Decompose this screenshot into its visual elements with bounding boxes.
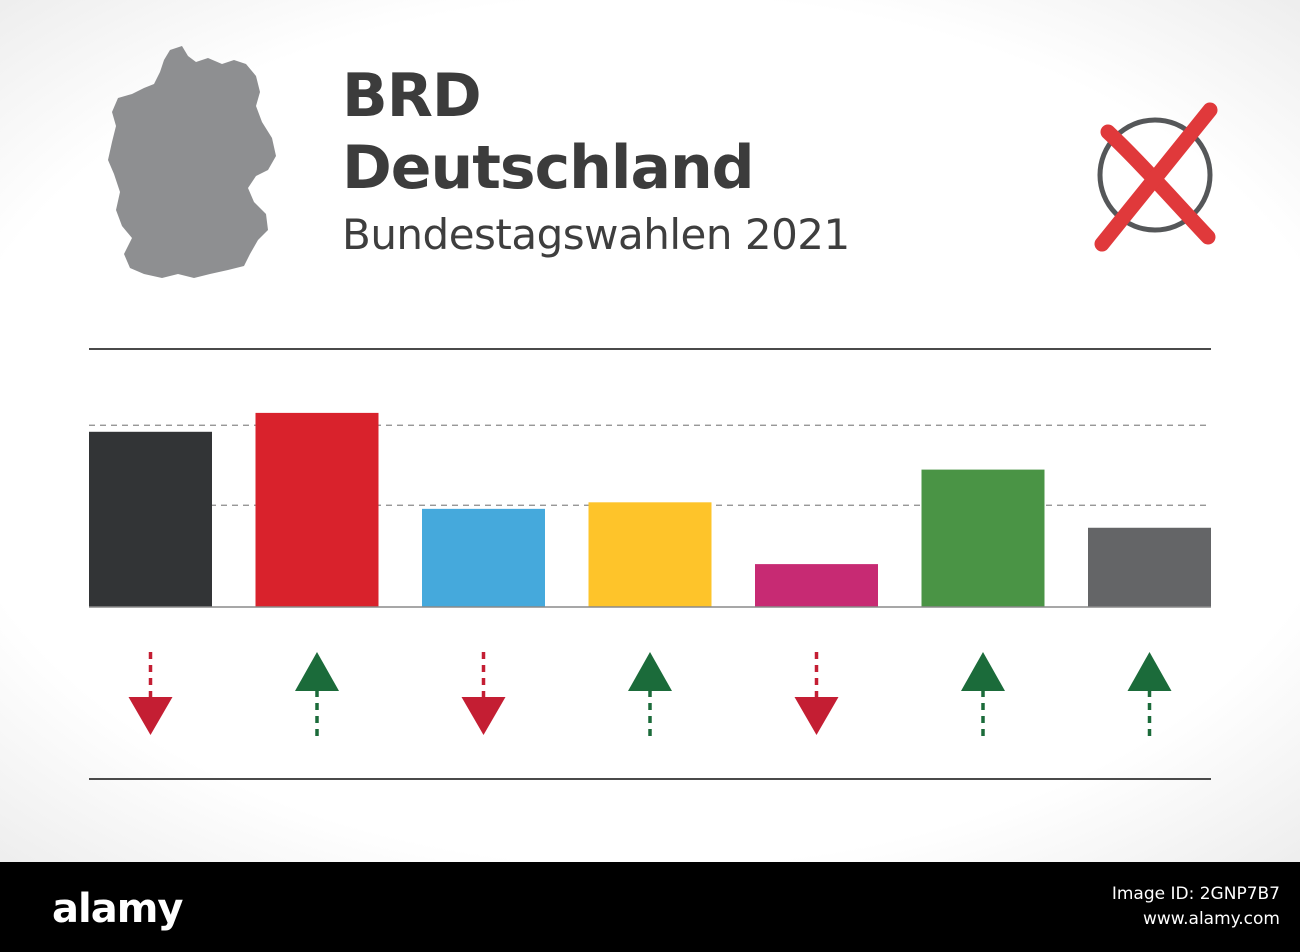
title-line-1: BRD bbox=[342, 61, 482, 131]
bar-6 bbox=[921, 469, 1045, 607]
title-block: BRD Deutschland Bundestagswahlen 2021 bbox=[342, 60, 850, 266]
footer-brand: alamy bbox=[52, 886, 183, 932]
trend-arrow-up-6 bbox=[961, 652, 1005, 691]
infographic: BRD Deutschland Bundestagswahlen 2021 bbox=[0, 0, 1300, 862]
trend-arrow-down-1 bbox=[128, 697, 173, 735]
trend-arrow-up-7 bbox=[1127, 652, 1172, 691]
bar-1 bbox=[89, 431, 212, 607]
ballot-cross-stroke-2 bbox=[1094, 102, 1218, 252]
bar-7 bbox=[1088, 527, 1211, 607]
trend-arrow-down-5 bbox=[794, 697, 839, 735]
trend-arrow-up-4 bbox=[628, 652, 672, 691]
bar-3 bbox=[422, 508, 545, 607]
trend-arrow-up-2 bbox=[295, 652, 339, 691]
footer-meta: Image ID: 2GNP7B7 www.alamy.com bbox=[1112, 882, 1280, 932]
bar-4 bbox=[588, 502, 712, 607]
germany-map-icon bbox=[108, 46, 276, 278]
bar-5 bbox=[755, 564, 878, 607]
title-line-2: Deutschland bbox=[342, 133, 755, 203]
subtitle: Bundestagswahlen 2021 bbox=[342, 210, 850, 259]
bar-chart bbox=[89, 348, 1211, 780]
bar-2 bbox=[255, 412, 379, 607]
footer-bar: alamy Image ID: 2GNP7B7 www.alamy.com bbox=[0, 862, 1300, 952]
ballot-cross-icon bbox=[1094, 102, 1218, 252]
ballot-circle bbox=[1097, 117, 1213, 233]
footer-image-id: Image ID: 2GNP7B7 bbox=[1111, 884, 1280, 904]
trend-arrow-down-3 bbox=[461, 697, 506, 735]
footer-site: www.alamy.com bbox=[1142, 909, 1280, 929]
